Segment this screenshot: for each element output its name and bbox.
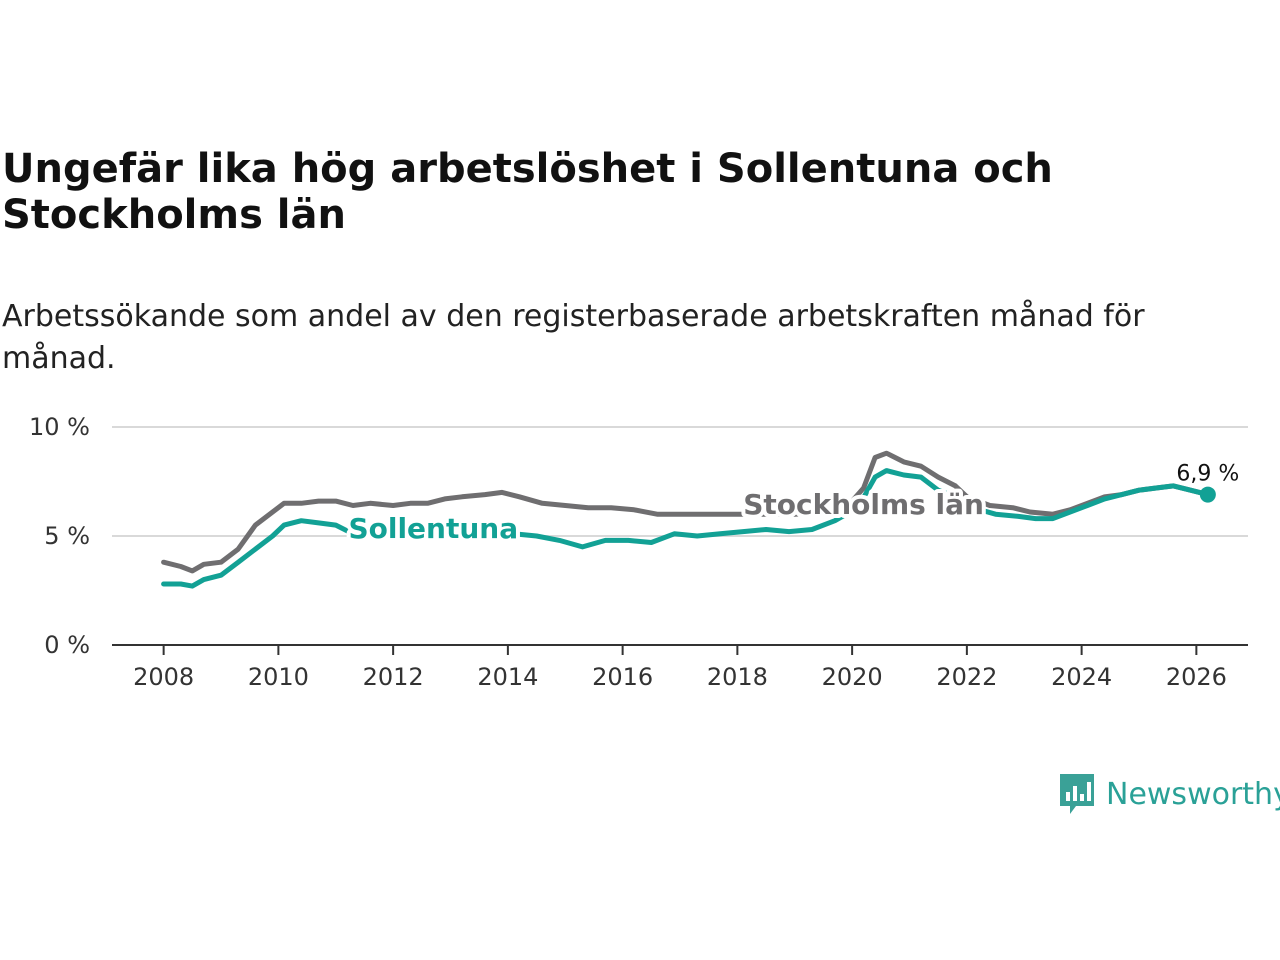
end-point-sollentuna — [1199, 486, 1216, 503]
x-axis: 2008 2010 2012 2014 2016 2018 2020 2022 2024 2026 — [112, 644, 1248, 691]
series-line-stockholm — [161, 450, 1211, 574]
x-tick-label: 2024 — [1051, 663, 1112, 691]
x-tick-label: 2022 — [936, 663, 997, 691]
x-tick-label: 2014 — [477, 663, 538, 691]
x-tick-label: 2020 — [822, 663, 883, 691]
y-tick-label: 0 % — [44, 631, 90, 659]
end-value-label: 6,9 % — [1176, 462, 1239, 487]
chart-title: Ungefär lika hög arbetslöshet i Sollentu… — [2, 146, 1053, 238]
chart-subtitle: Arbetssökande som andel av den registerb… — [2, 299, 1145, 376]
series-labels: Stockholms län Sollentuna 6,9 % — [344, 462, 1239, 550]
line-chart: 0 %5 %10 % 2008 2010 2012 2014 2016 2018 2020 2… — [29, 413, 1248, 691]
x-tick-label: 2016 — [592, 663, 653, 691]
series-lines — [161, 450, 1211, 589]
series-label-stockholm: Stockholms län — [743, 488, 984, 521]
grid-lines — [112, 426, 1248, 537]
y-axis-ticks: 0 % 5 % 10 % — [29, 413, 90, 659]
newsworthy-logo-icon — [1060, 774, 1094, 814]
y-tick-label: 10 % — [29, 413, 90, 441]
x-tick-label: 2026 — [1166, 663, 1227, 691]
x-tick-label: 2018 — [707, 663, 768, 691]
x-tick-label: 2010 — [248, 663, 309, 691]
y-tick-label: 5 % — [44, 522, 90, 550]
brand-name: Newsworthy — [1106, 776, 1280, 812]
x-tick-label: 2008 — [133, 663, 194, 691]
newsworthy-brand: Newsworthy — [1058, 772, 1280, 816]
x-tick-label: 2012 — [363, 663, 424, 691]
series-label-sollentuna: Sollentuna — [348, 512, 518, 545]
series-line-sollentuna — [161, 468, 1211, 589]
